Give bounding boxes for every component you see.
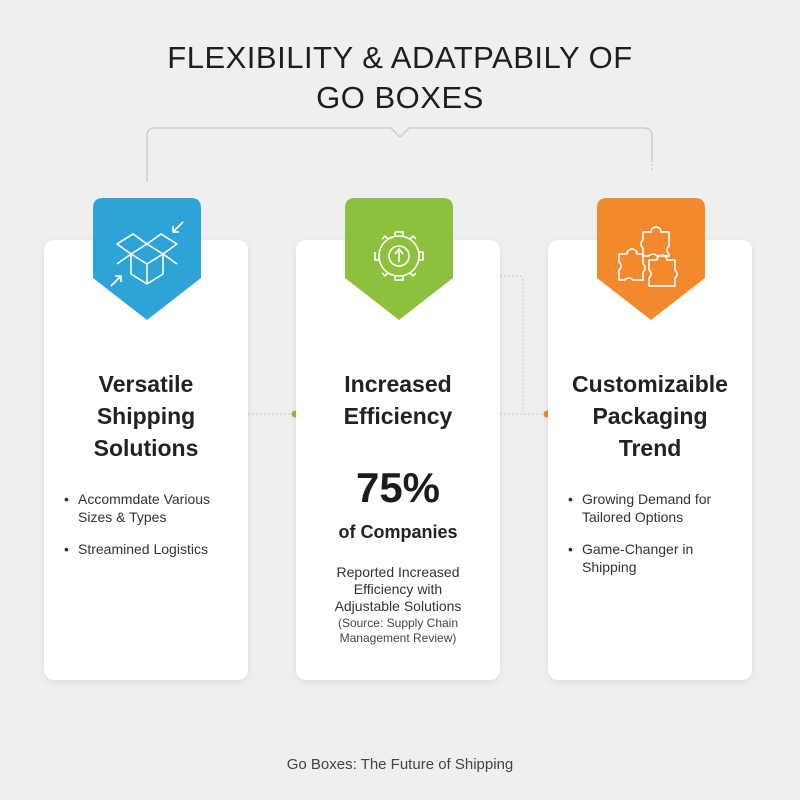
green-badge <box>345 198 453 322</box>
open-box-icon <box>110 221 184 287</box>
orange-badge <box>597 198 705 322</box>
heading-line: Customizaible <box>572 371 728 397</box>
bullet-item: Accommdate Various Sizes & Types <box>64 490 238 526</box>
title-line-2: GO BOXES <box>316 80 484 115</box>
gear-arrow-up-icon <box>374 231 424 281</box>
card-heading: Versatile Shipping Solutions <box>44 368 248 464</box>
puzzle-icon <box>618 226 678 287</box>
heading-line: Versatile <box>98 371 194 397</box>
bullet-item: Streamined Logistics <box>64 540 238 558</box>
bullet-item: Game-Changer in Shipping <box>568 540 742 576</box>
title-line-1: FLEXIBILITY & ADATPABILY OF <box>167 40 633 75</box>
heading-line: Shipping <box>96 403 196 429</box>
card-increased-efficiency: Increased Efficiency 75% of Companies Re… <box>296 240 500 680</box>
bullet-list: Growing Demand for Tailored Options Game… <box>568 490 742 590</box>
heading-line: Solutions <box>93 435 199 461</box>
page-title: FLEXIBILITY & ADATPABILY OF GO BOXES <box>0 38 800 118</box>
footer-caption: Go Boxes: The Future of Shipping <box>286 756 514 773</box>
blue-badge <box>93 198 201 322</box>
stat-source: (Source: Supply Chain Management Review) <box>337 616 459 645</box>
card-heading: Increased Efficiency <box>296 368 500 432</box>
stat-description: Reported Increased Efficiency with Adjus… <box>334 564 462 614</box>
heading-line: Efficiency <box>343 403 453 429</box>
heading-line: Trend <box>618 435 682 461</box>
card-heading: Customizaible Packaging Trend <box>548 368 752 464</box>
bullet-item: Growing Demand for Tailored Options <box>568 490 742 526</box>
stat-value: 75% <box>355 464 441 511</box>
stat-subtitle: of Companies <box>338 522 458 542</box>
heading-line: Packaging <box>592 403 708 429</box>
card-versatile-shipping: Versatile Shipping Solutions Accommdate … <box>44 240 248 680</box>
heading-line: Increased <box>344 371 452 397</box>
bullet-list: Accommdate Various Sizes & Types Streami… <box>64 490 238 572</box>
